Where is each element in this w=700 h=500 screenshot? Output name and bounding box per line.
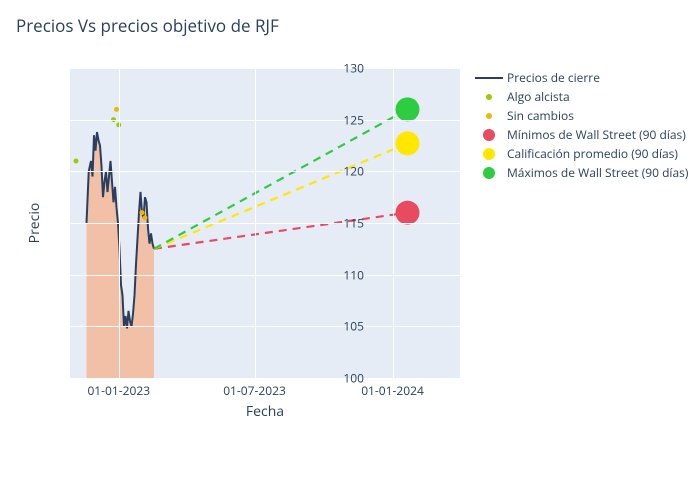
gridline-v [119,68,120,378]
gridline-h [70,223,460,224]
y-tick-label: 130 [304,60,364,77]
legend: Precios de cierre Algo alcista Sin cambios… [475,68,688,182]
legend-swatch [475,166,503,180]
sin-cambios-dot [140,210,145,215]
plot-area [70,68,460,378]
y-tick-label: 125 [304,111,364,128]
x-tick-label: 01-01-2023 [87,382,150,399]
algo-alcista-dot [74,159,79,164]
gridline-h [70,171,460,172]
chart-title: Precios Vs precios objetivo de RJF [16,14,279,37]
legend-swatch [475,71,503,85]
target-dot-mid [396,131,420,155]
legend-item-close[interactable]: Precios de cierre [475,68,688,87]
y-axis-label: Precio [25,203,44,244]
legend-label: Mínimos de Wall Street (90 días) [507,126,686,143]
legend-label: Algo alcista [507,88,570,105]
gridline-v [255,68,256,378]
target-line-low [154,213,408,249]
target-dot-high [396,97,420,121]
legend-item-mid[interactable]: Calificación promedio (90 días) [475,144,688,163]
gridline-h [70,275,460,276]
y-tick-label: 115 [304,215,364,232]
x-axis-label: Fecha [246,402,284,421]
x-tick-label: 01-07-2023 [223,382,286,399]
sin-cambios-dot [143,215,148,220]
y-tick-label: 120 [304,163,364,180]
legend-label: Precios de cierre [507,69,600,86]
legend-label: Sin cambios [507,107,574,124]
gridline-v [393,68,394,378]
gridline-h [70,326,460,327]
gridline-h [70,378,460,379]
legend-item-low[interactable]: Mínimos de Wall Street (90 días) [475,125,688,144]
legend-label: Máximos de Wall Street (90 días) [507,164,688,181]
y-tick-label: 110 [304,266,364,283]
legend-swatch [475,147,503,161]
target-line-mid [154,143,408,248]
legend-swatch [475,128,503,142]
y-tick-label: 100 [304,370,364,387]
x-tick-label: 01-01-2024 [361,382,424,399]
legend-item-algo[interactable]: Algo alcista [475,87,688,106]
legend-swatch [475,109,503,123]
legend-item-high[interactable]: Máximos de Wall Street (90 días) [475,163,688,182]
target-line-high [154,109,408,249]
gridline-h [70,68,460,69]
y-tick-label: 105 [304,318,364,335]
chart-container: Precios Vs precios objetivo de RJF Preci… [0,0,700,500]
legend-label: Calificación promedio (90 días) [507,145,678,162]
legend-item-sin[interactable]: Sin cambios [475,106,688,125]
target-dot-low [396,201,420,225]
gridline-h [70,120,460,121]
legend-swatch [475,90,503,104]
